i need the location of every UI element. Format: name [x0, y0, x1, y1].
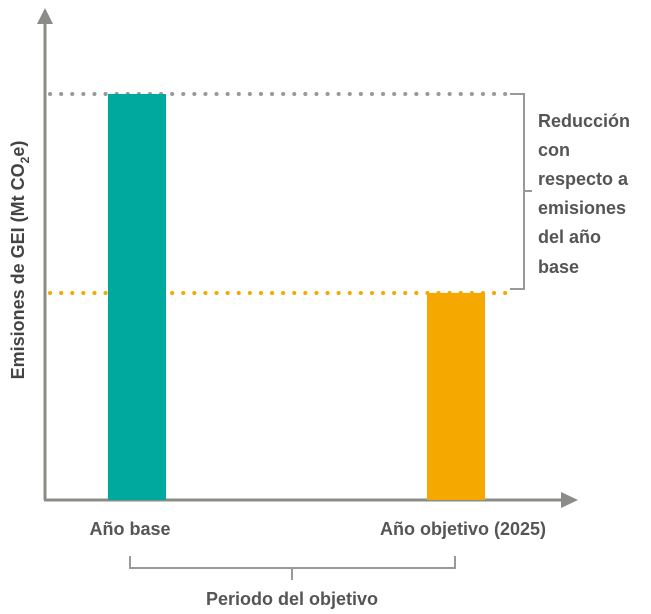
annotation-line-4: emisiones — [538, 198, 626, 218]
x-tick-label-base-year: Año base — [89, 519, 170, 539]
y-axis-label-main: Emisiones de GEI (Mt CO — [8, 163, 28, 379]
annotation-line-1: Reducción — [538, 111, 630, 131]
bar-base-year — [108, 94, 166, 500]
reduction-annotation: Reducción con respecto a emisiones del a… — [538, 111, 635, 277]
period-bracket — [129, 556, 456, 580]
annotation-line-2: con — [538, 140, 570, 160]
y-axis-label-subscript: 2 — [18, 156, 32, 163]
annotation-line-5: del año — [538, 227, 601, 247]
x-axis-arrow — [561, 492, 578, 508]
bar-target-year — [427, 292, 485, 500]
y-axis-label-end: e) — [8, 141, 28, 157]
y-axis-label: Emisiones de GEI (Mt CO2e) — [8, 141, 32, 380]
x-tick-label-target-year: Año objetivo (2025) — [380, 519, 546, 539]
period-label: Periodo del objetivo — [206, 589, 378, 609]
y-axis-arrow — [37, 8, 53, 24]
reduction-bracket — [510, 93, 532, 290]
annotation-line-6: base — [538, 257, 579, 277]
annotation-line-3: respecto a — [538, 169, 629, 189]
